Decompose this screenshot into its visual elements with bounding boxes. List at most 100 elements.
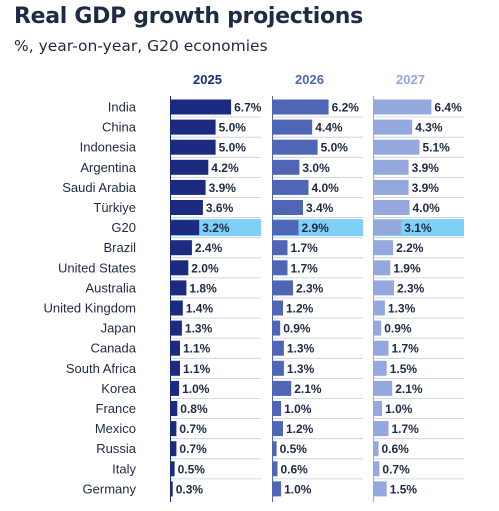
value-label-2025-indonesia: 5.0% <box>219 141 247 155</box>
bar-2027-turkiye <box>373 200 410 215</box>
value-label-2027-france: 1.0% <box>385 402 413 416</box>
bar-2025-united-states <box>170 260 189 276</box>
bar-2026-g20 <box>272 220 299 236</box>
value-label-2027-saudi-arabia: 3.9% <box>412 181 440 195</box>
value-label-2025-germany: 0.3% <box>176 482 204 496</box>
bar-2027-g20 <box>373 220 402 236</box>
value-label-2025-canada: 1.1% <box>183 342 211 356</box>
bar-2026-korea <box>272 380 292 396</box>
bar-2027-india <box>373 99 432 115</box>
value-label-2025-argentina: 4.2% <box>211 161 239 175</box>
category-label-turkiye: Türkiye <box>93 200 136 215</box>
value-label-2026-brazil: 1.7% <box>291 241 319 255</box>
value-label-2026-canada: 1.3% <box>287 342 315 356</box>
value-label-2027-united-kingdom: 1.3% <box>388 302 416 316</box>
value-label-2025-turkiye: 3.6% <box>206 201 234 215</box>
value-label-2026-mexico: 1.2% <box>286 422 314 436</box>
value-label-2027-germany: 1.5% <box>390 482 418 496</box>
value-label-2026-south-africa: 1.3% <box>287 362 315 376</box>
bar-2026-australia <box>272 280 293 296</box>
category-label-mexico: Mexico <box>95 421 136 436</box>
category-label-brazil: Brazil <box>103 240 136 255</box>
value-label-2026-saudi-arabia: 4.0% <box>312 181 340 195</box>
bar-2025-south-africa <box>170 360 180 376</box>
value-label-2027-united-states: 1.9% <box>393 261 421 275</box>
bar-2027-italy <box>373 461 380 477</box>
value-label-2026-korea: 2.1% <box>294 382 322 396</box>
value-label-2026-germany: 1.0% <box>284 482 312 496</box>
bar-2025-italy <box>170 461 175 477</box>
bar-2026-saudi-arabia <box>272 179 309 195</box>
value-label-2027-china: 4.3% <box>415 121 443 135</box>
value-label-2027-russia: 0.6% <box>382 442 410 456</box>
bar-2025-united-kingdom <box>170 300 183 316</box>
bar-2026-germany <box>272 481 282 497</box>
value-label-2027-india: 6.4% <box>434 101 462 115</box>
bar-2025-france <box>170 401 178 416</box>
chart-subtitle: %, year-on-year, G20 economies <box>14 37 268 55</box>
value-label-2025-saudi-arabia: 3.9% <box>209 181 237 195</box>
bar-2026-argentina <box>272 159 300 175</box>
bar-2026-italy <box>272 461 278 477</box>
category-label-canada: Canada <box>90 341 136 356</box>
bar-2026-mexico <box>272 421 283 437</box>
value-label-2027-japan: 0.9% <box>384 322 412 336</box>
bar-2026-france <box>272 401 282 416</box>
category-label-south-africa: South Africa <box>66 361 137 376</box>
category-label-australia: Australia <box>85 280 136 295</box>
value-label-2027-g20: 3.1% <box>404 221 432 235</box>
bar-2025-g20 <box>170 220 200 236</box>
value-label-2027-argentina: 3.9% <box>412 161 440 175</box>
value-label-2026-australia: 2.3% <box>296 281 324 295</box>
bar-2027-france <box>373 401 383 416</box>
value-label-2025-china: 5.0% <box>219 121 247 135</box>
series-header-2026: 2026 <box>295 72 324 87</box>
category-label-japan: Japan <box>101 321 136 336</box>
category-label-indonesia: Indonesia <box>80 140 137 155</box>
value-label-2027-turkiye: 4.0% <box>413 201 441 215</box>
bar-2027-canada <box>373 340 389 356</box>
category-label-united-kingdom: United Kingdom <box>44 301 137 316</box>
bar-2027-russia <box>373 441 379 457</box>
category-label-france: France <box>96 401 136 416</box>
value-label-2025-g20: 3.2% <box>202 221 230 235</box>
value-label-2027-indonesia: 5.1% <box>423 141 451 155</box>
category-label-saudi-arabia: Saudi Arabia <box>62 180 136 195</box>
bar-2027-united-kingdom <box>373 300 385 316</box>
value-label-2025-india: 6.7% <box>234 101 262 115</box>
bar-2026-india <box>272 99 329 115</box>
bar-2027-mexico <box>373 421 389 437</box>
category-label-germany: Germany <box>83 481 137 496</box>
bar-2027-korea <box>373 380 393 396</box>
bar-2027-japan <box>373 320 382 336</box>
bar-2027-australia <box>373 280 394 296</box>
category-label-china: China <box>102 120 137 135</box>
bar-2025-mexico <box>170 421 177 437</box>
value-label-2025-italy: 0.5% <box>178 462 206 476</box>
category-label-italy: Italy <box>112 461 136 476</box>
value-label-2026-indonesia: 5.0% <box>321 141 349 155</box>
value-label-2025-united-states: 2.0% <box>191 261 219 275</box>
bar-2025-turkiye <box>170 200 203 215</box>
bar-2027-united-states <box>373 260 391 276</box>
value-label-2025-south-africa: 1.1% <box>183 362 211 376</box>
value-label-2025-brazil: 2.4% <box>195 241 223 255</box>
bar-2025-saudi-arabia <box>170 179 206 195</box>
value-label-2026-china: 4.4% <box>315 121 343 135</box>
category-label-russia: Russia <box>96 441 137 456</box>
value-label-2027-brazil: 2.2% <box>396 241 424 255</box>
bar-2025-japan <box>170 320 182 336</box>
value-label-2026-g20: 2.9% <box>302 221 330 235</box>
value-label-2026-turkiye: 3.4% <box>306 201 334 215</box>
bar-2027-indonesia <box>373 139 420 155</box>
bar-2026-brazil <box>272 240 288 256</box>
bar-2027-argentina <box>373 159 409 175</box>
bar-2026-south-africa <box>272 360 284 376</box>
value-label-2025-korea: 1.0% <box>182 382 210 396</box>
bar-2025-argentina <box>170 159 209 175</box>
bar-2025-korea <box>170 380 180 396</box>
value-label-2025-mexico: 0.7% <box>179 422 207 436</box>
category-label-united-states: United States <box>58 260 137 275</box>
bar-2026-japan <box>272 320 281 336</box>
